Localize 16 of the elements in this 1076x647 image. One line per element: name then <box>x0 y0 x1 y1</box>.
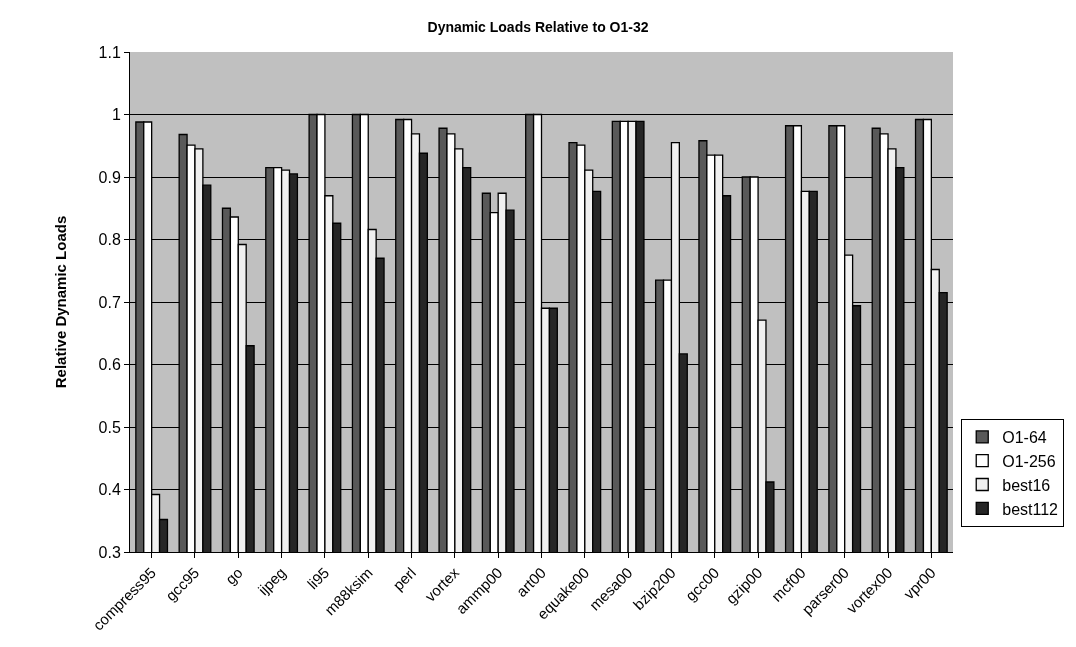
y-tick-label: 0.9 <box>98 168 121 186</box>
y-tick-label: 0.6 <box>98 356 121 374</box>
y-tick-label: 0.7 <box>98 293 121 311</box>
legend-label: best112 <box>1002 500 1059 518</box>
y-tick-label: 0.8 <box>98 231 121 249</box>
x-tick-label: go <box>221 563 246 588</box>
y-tick-label: 0.3 <box>98 543 121 561</box>
legend-label: O1-256 <box>1002 452 1056 470</box>
legend-label: best16 <box>1002 476 1051 494</box>
chart-title: Dynamic Loads Relative to O1-32 <box>427 19 649 36</box>
y-tick-label: 0.4 <box>98 481 121 499</box>
y-tick-label: 0.5 <box>98 418 121 436</box>
y-axis-title: Relative Dynamic Loads <box>51 215 69 389</box>
y-tick-label: 1.1 <box>98 43 121 61</box>
legend-label: O1-64 <box>1002 429 1047 447</box>
y-tick-label: 1 <box>111 106 121 124</box>
